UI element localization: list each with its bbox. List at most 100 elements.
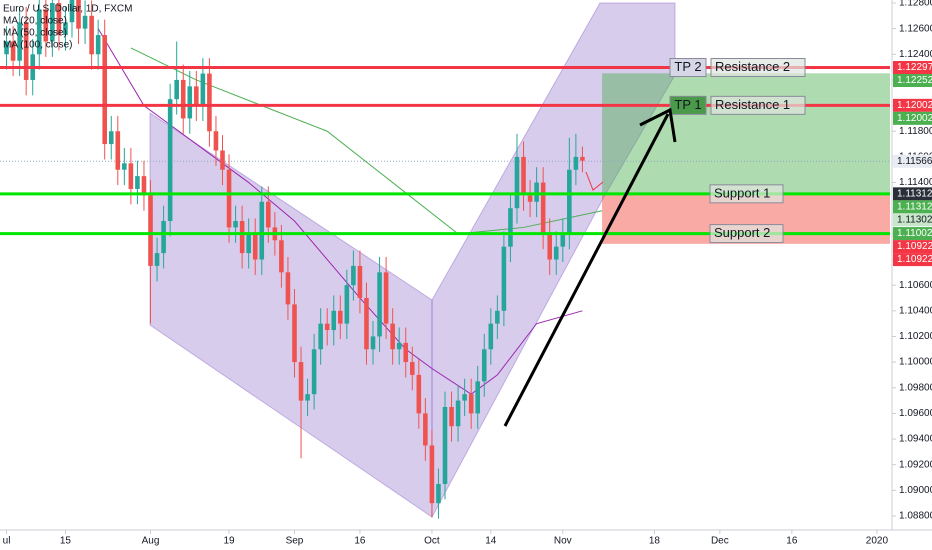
price-badge (893, 61, 932, 75)
level-tag: TP 1 (674, 97, 701, 112)
candle-body (148, 195, 153, 266)
plot-area: TP 2 Resistance 2 TP 1 Resistance 1 Support … (0, 0, 890, 519)
candle-body (344, 285, 350, 324)
candle-body (442, 406, 448, 484)
candle-body (115, 131, 121, 170)
x-tick-label: 14 (485, 536, 497, 547)
y-tick-label: 1.09600 (899, 408, 932, 419)
candle-body (213, 131, 219, 151)
price-badge-label: 1.10922 (897, 254, 932, 265)
price-axis: 1.08800 1.09000 1.09200 1.09400 1.09600 1.098… (3, 0, 932, 547)
candle-body (337, 310, 343, 324)
chart-title: Euro / U.S. Dollar, 1D, FXCM (3, 4, 132, 15)
price-badge-label: 1.12252 (897, 75, 932, 86)
candle-body (259, 201, 265, 260)
candle-body (462, 394, 467, 401)
y-tick-label: 1.09400 (899, 434, 932, 445)
x-tick-label: Sep (286, 536, 304, 547)
candle-body (495, 310, 500, 324)
y-tick-label: 1.10200 (899, 331, 932, 342)
candle-body (246, 233, 251, 254)
y-tick-label: 1.11800 (899, 126, 932, 137)
candle-body (207, 73, 212, 132)
moving-average (97, 28, 583, 395)
candle-body (108, 131, 114, 145)
legend-item: MA (20, close) (3, 16, 67, 27)
arrow-head (639, 107, 677, 143)
x-tick-label: 16 (354, 536, 366, 547)
y-tick-label: 1.12400 (899, 49, 932, 60)
candle-body (488, 323, 494, 350)
candle-body (455, 400, 461, 427)
candle-body (475, 381, 481, 414)
level-label: Support 2 (714, 225, 770, 240)
candle-body (436, 483, 441, 504)
price-badge-label: 1.11566 (897, 156, 932, 167)
price-badge (893, 213, 932, 227)
price-badge (893, 187, 932, 201)
tag-box (669, 58, 707, 78)
x-tick-label: 2020 (866, 536, 889, 547)
candle-body (481, 349, 487, 382)
candle-body (200, 73, 206, 106)
candle-body (377, 272, 382, 337)
candle-body (553, 246, 559, 260)
label-box (710, 58, 806, 78)
candle-body (4, 41, 9, 55)
y-tick-label: 1.09000 (899, 485, 932, 496)
candle-body (508, 208, 513, 247)
price-badge-label: 1.10922 (897, 241, 932, 252)
candle-body (527, 195, 533, 202)
y-tick-label: 1.12800 (899, 0, 932, 9)
legend-item: MA (50, close) (3, 28, 67, 39)
candle-body (102, 35, 108, 145)
candle-body (82, 15, 88, 29)
candle-body (167, 99, 173, 222)
candle-body (239, 221, 245, 254)
x-tick-label: 16 (786, 536, 798, 547)
price-badge (893, 154, 932, 168)
candle-body (409, 362, 415, 375)
candle-body (311, 349, 317, 395)
y-tick-label: 1.10000 (899, 357, 932, 368)
label-box (709, 224, 784, 244)
trade-zone (602, 73, 890, 194)
x-tick-label: Oct (424, 536, 440, 547)
price-badge-label: 1.11302 (897, 214, 932, 225)
candle-body (364, 297, 369, 350)
label-box (709, 184, 784, 204)
candle-body (560, 233, 566, 247)
candle-body (468, 394, 474, 414)
candle-body (63, 22, 68, 36)
candle-body (318, 323, 323, 350)
candle-body (547, 233, 553, 260)
candle-body (187, 86, 193, 119)
price-badge (893, 200, 932, 214)
candle-body (95, 35, 101, 55)
candle-body (573, 156, 579, 170)
candle-body (50, 3, 55, 42)
price-badge (893, 98, 932, 112)
x-tick-label: 18 (649, 536, 661, 547)
candle-body (174, 79, 179, 100)
candle-body (128, 163, 134, 189)
candle-body (416, 374, 422, 414)
label-box (710, 95, 806, 115)
candle-body (141, 176, 147, 196)
y-tick-label: 1.12600 (899, 23, 932, 34)
y-tick-label: 1.11400 (899, 177, 932, 188)
candle-body (43, 9, 49, 42)
candle-body (69, 0, 75, 23)
price-badge (893, 111, 932, 125)
candle-body (383, 272, 389, 324)
y-tick-label: 1.09800 (899, 382, 932, 393)
x-tick-label: ul (3, 536, 11, 547)
candle-body (135, 176, 140, 189)
price-badge-label: 1.12002 (897, 100, 932, 111)
level-tag: TP 2 (674, 59, 701, 74)
candle-body (180, 79, 186, 119)
price-badge-label: 1.11312 (897, 201, 932, 212)
price-badge-label: 1.11312 (897, 188, 932, 199)
